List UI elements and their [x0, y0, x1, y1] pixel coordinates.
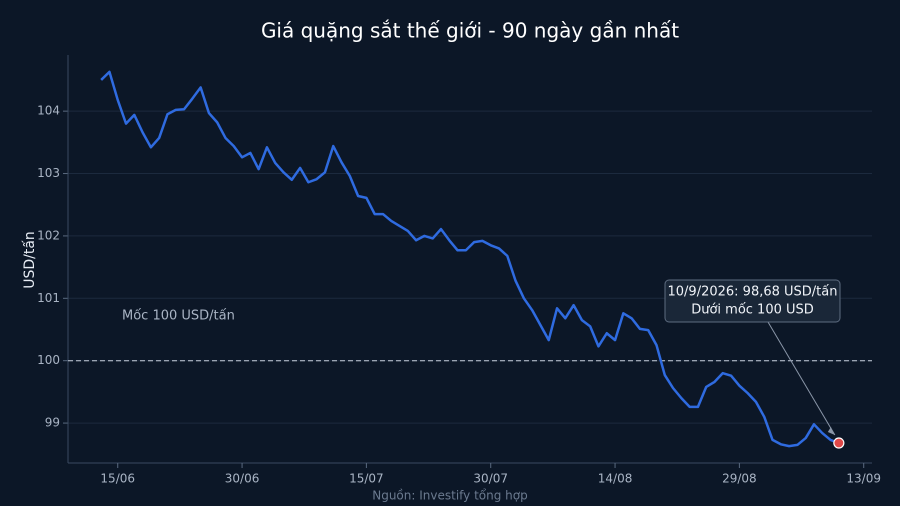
x-tick-label: 29/08 [722, 472, 757, 486]
annotation-text: 10/9/2026: 98,68 USD/tấn [668, 285, 838, 300]
x-tick-label: 15/06 [100, 472, 135, 486]
x-tick-label: 30/07 [473, 472, 508, 486]
y-axis-label: USD/tấn [22, 231, 38, 289]
chart-title: Giá quặng sắt thế giới - 90 ngày gần nhấ… [261, 19, 679, 43]
x-tick-label: 30/06 [225, 472, 260, 486]
y-tick-label: 104 [37, 104, 60, 118]
x-tick-label: 15/07 [349, 472, 384, 486]
annotation-box [664, 279, 841, 323]
y-tick-label: 102 [37, 228, 60, 242]
y-tick-label: 100 [37, 353, 60, 367]
reference-label: Mốc 100 USD/tấn [122, 309, 235, 324]
annotation-arrow [767, 321, 836, 436]
series-line [100, 70, 840, 448]
annotation-arrowhead [827, 427, 835, 436]
y-tick-label: 103 [37, 166, 60, 180]
x-tick-label: 13/09 [846, 472, 881, 486]
highlight-point [833, 437, 845, 449]
source: Nguồn: Investify tổng hợp [372, 489, 528, 503]
annotation-text: Dưới mốc 100 USD [691, 303, 814, 318]
y-tick-label: 101 [37, 291, 60, 305]
y-tick-label: 99 [45, 416, 60, 430]
x-tick-label: 14/08 [598, 472, 633, 486]
